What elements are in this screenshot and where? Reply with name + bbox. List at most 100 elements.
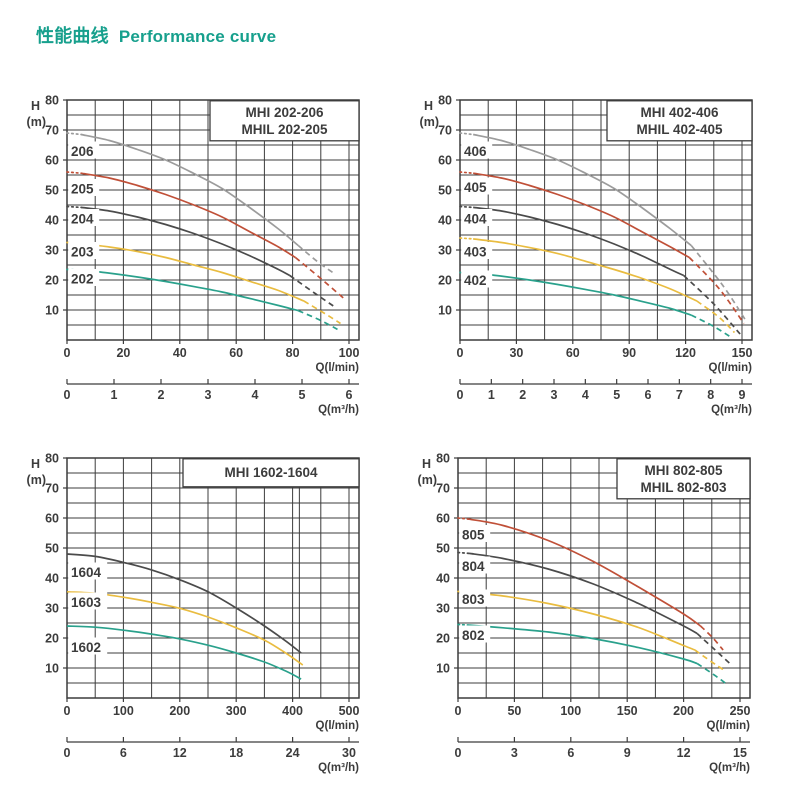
x2-axis-unit: Q(m³/h): [318, 404, 359, 416]
x2-axis-unit: Q(m³/h): [711, 404, 752, 416]
page-header: 性能曲线 Performance curve: [36, 22, 276, 48]
x-axis-unit: Q(l/min): [709, 362, 753, 374]
x2-tick-label: 7: [676, 388, 683, 402]
curve-405-dashed: [688, 256, 745, 324]
x-tick-label: 200: [673, 704, 694, 718]
y-axis-label: H: [422, 457, 431, 471]
svg-text:403: 403: [464, 245, 487, 260]
y-tick-label: 70: [45, 124, 59, 138]
chart-mhi-202-206: 80 70 60 50 40 30 20 10 H (m) 0 20 40 60 80 100 Q(l/min)…: [17, 92, 375, 433]
x-tick-label: 100: [560, 704, 581, 718]
x-tick-label: 0: [457, 346, 464, 360]
x2-axis: 0 6 12 18 24 30 Q(m³/h): [64, 737, 359, 774]
x2-axis-unit: Q(m³/h): [318, 762, 359, 774]
x2-axis: 0 1 2 3 4 5 6 7 8 9 Q(m³/h): [457, 379, 752, 416]
y-tick-label: 10: [436, 662, 450, 676]
curve-406-dashed: [690, 244, 747, 321]
x2-tick-label: 0: [457, 388, 464, 402]
y-tick-label: 80: [45, 452, 59, 466]
y-axis: 80 70 60 50 40 30 20 10 H (m): [418, 452, 458, 676]
curve-403: [459, 237, 736, 334]
curve-406-solid: [472, 133, 692, 247]
svg-text:206: 206: [71, 144, 94, 159]
y-axis-unit: (m): [27, 473, 46, 487]
x2-tick-label: 9: [739, 388, 746, 402]
x-axis-unit: Q(l/min): [316, 362, 360, 374]
x-tick-label: 80: [286, 346, 300, 360]
curve-204-dashed: [289, 274, 336, 308]
curve-404-solid: [473, 206, 685, 277]
svg-text:1602: 1602: [71, 640, 101, 655]
x2-tick-label: 15: [733, 746, 747, 760]
curve-1603-solid: [66, 590, 304, 666]
x2-tick-label: 6: [346, 388, 353, 402]
y-tick-label: 80: [45, 94, 59, 108]
svg-text:203: 203: [71, 245, 94, 260]
y-axis-unit: (m): [420, 115, 439, 129]
x-axis-unit: Q(l/min): [707, 720, 751, 732]
x-axis: 0 20 40 60 80 100 Q(l/min): [64, 340, 360, 374]
y-axis-label: H: [31, 457, 40, 471]
curve-206-dotted: [66, 132, 82, 136]
curve-label-405: 405: [461, 177, 493, 195]
x2-tick-label: 24: [286, 746, 300, 760]
curve-label-804: 804: [459, 556, 491, 574]
svg-text:803: 803: [462, 592, 485, 607]
curve-405-solid: [473, 172, 690, 259]
x2-tick-label: 4: [252, 388, 259, 402]
chart-mhi-1602-1604: 80 70 60 50 40 30 20 10 H (m) 0 100 200 300 400 500 Q(l/…: [17, 450, 375, 791]
chart-title-box: MHI 402-406 MHIL 402-405: [606, 100, 753, 142]
x2-axis-unit: Q(m³/h): [709, 762, 750, 774]
page-title-en: Performance curve: [118, 27, 277, 46]
curve-202: [66, 268, 339, 331]
curve-label-1603: 1603: [68, 592, 108, 610]
curve-205-solid: [80, 172, 296, 259]
y-tick-label: 30: [438, 244, 452, 258]
curve-402-dashed: [690, 314, 732, 338]
curve-204: [66, 205, 336, 308]
curve-1603: [66, 590, 304, 666]
curve-label-403: 403: [461, 242, 493, 260]
x2-tick-label: 0: [64, 388, 71, 402]
y-tick-label: 10: [45, 662, 59, 676]
curve-805-solid: [469, 518, 701, 627]
chart-title-box: MHI 202-206 MHIL 202-205: [209, 100, 360, 142]
curve-402: [459, 271, 732, 338]
curve-203-solid: [80, 242, 305, 302]
chart-title-box: MHI 802-805 MHIL 802-803: [616, 458, 751, 500]
y-axis: 80 70 60 50 40 30 20 10 H (m): [27, 94, 67, 318]
curve-label-802: 802: [459, 625, 491, 643]
x-tick-label: 20: [116, 346, 130, 360]
curve-label-404: 404: [461, 209, 493, 227]
curve-1604: [66, 553, 302, 654]
x-axis: 0 30 60 90 120 150 Q(l/min): [457, 340, 753, 374]
x2-axis: 0 1 2 3 4 5 6 Q(m³/h): [64, 379, 359, 416]
x-tick-label: 50: [507, 704, 521, 718]
y-tick-label: 80: [436, 452, 450, 466]
x2-tick-label: 18: [229, 746, 243, 760]
y-tick-label: 40: [45, 572, 59, 586]
curve-403-dotted: [459, 237, 475, 240]
curve-804-solid: [469, 552, 698, 635]
x-tick-label: 200: [169, 704, 190, 718]
x2-tick-label: 0: [455, 746, 462, 760]
curve-206-dashed: [297, 244, 336, 275]
x2-tick-label: 3: [551, 388, 558, 402]
x2-tick-label: 6: [120, 746, 127, 760]
curve-1604-solid: [66, 553, 302, 654]
chart-mhi-402-406: 80 70 60 50 40 30 20 10 H (m) 0 30 60 90 120 150 Q(l/min…: [410, 92, 768, 433]
y-tick-label: 10: [438, 304, 452, 318]
curve-1602-solid: [66, 625, 302, 680]
x2-tick-label: 30: [342, 746, 356, 760]
curve-202-solid: [81, 269, 299, 312]
curve-204-dotted: [66, 205, 82, 209]
chart-title-line: MHI 402-406: [640, 105, 719, 120]
curve-label-406: 406: [461, 141, 493, 159]
chart-title-line: MHI 202-206: [245, 105, 324, 120]
curve-803-solid: [469, 591, 696, 651]
chart-title-line: MHI 1602-1604: [224, 465, 318, 480]
